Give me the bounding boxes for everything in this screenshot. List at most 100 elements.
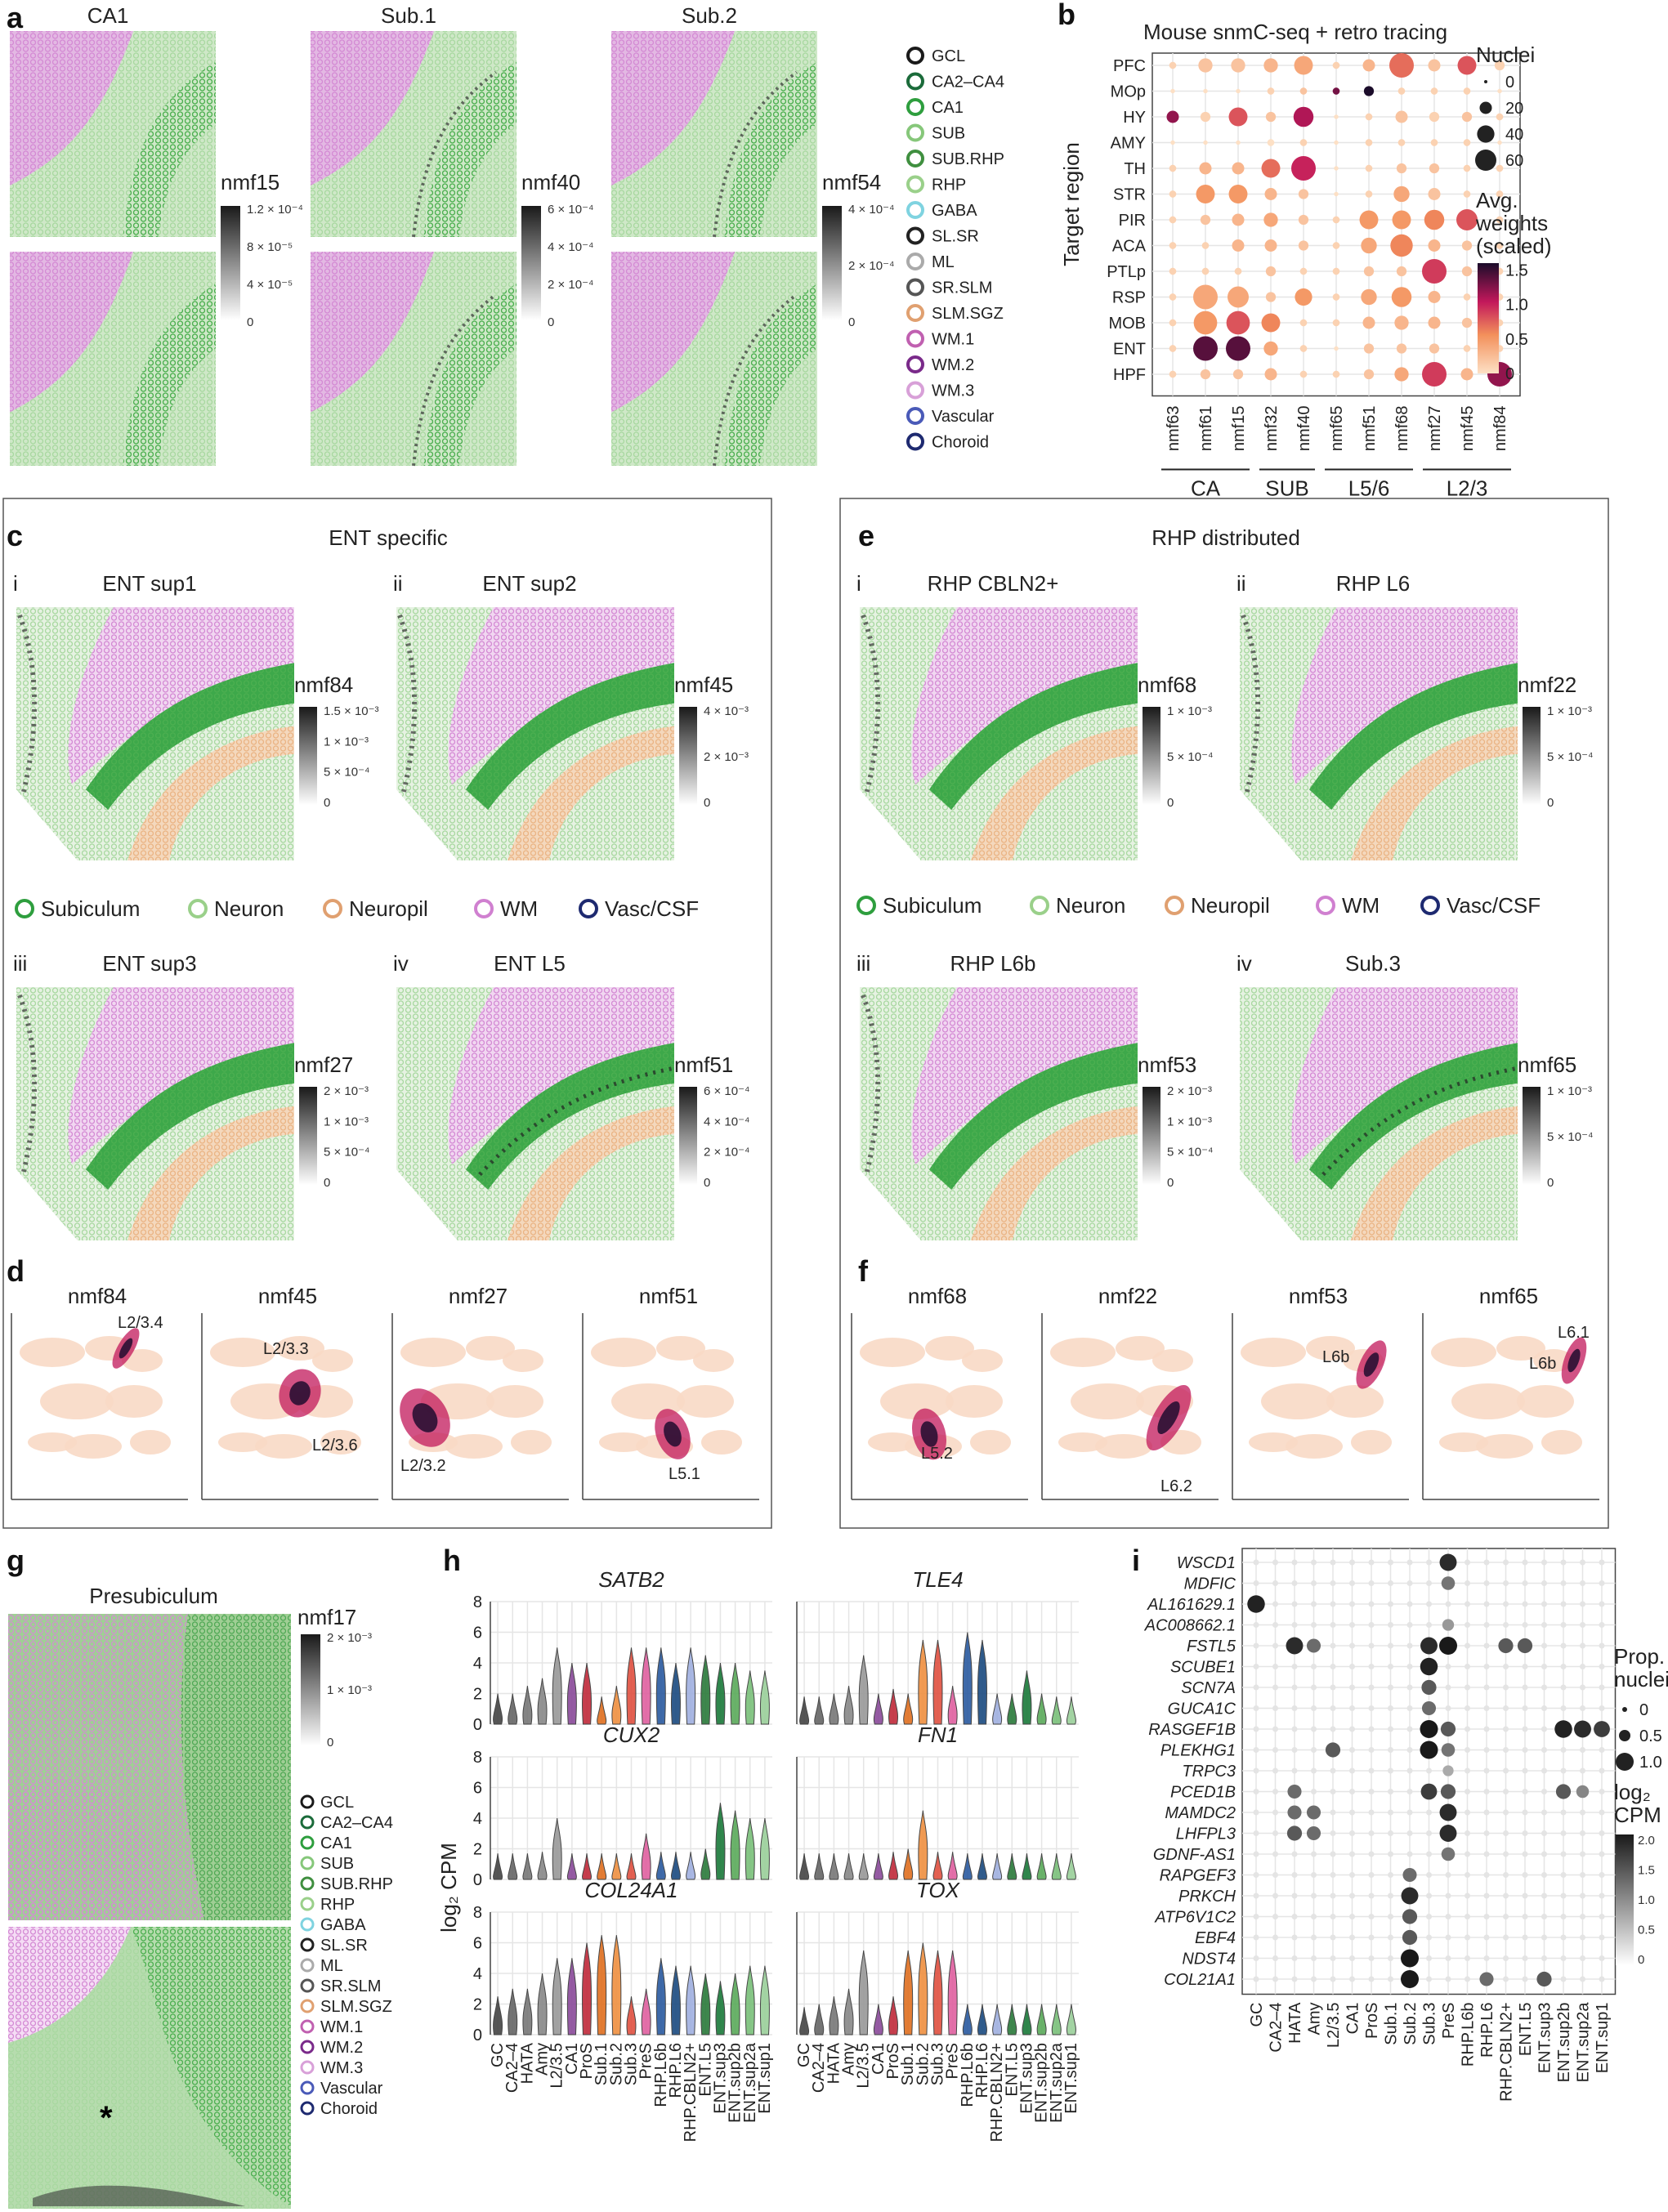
panel-i-dot	[1272, 1726, 1278, 1732]
panel-i-dot	[1541, 1767, 1547, 1774]
panel-i-cluster-label: ENT.sup3	[1536, 2003, 1554, 2074]
panel-b-dot	[1363, 343, 1375, 354]
panel-b-dot	[1463, 164, 1471, 172]
legend-item-label: GCL	[320, 1794, 354, 1812]
panel-i-colorbar-tick: 2.0	[1638, 1834, 1655, 1848]
panel-i-dot	[1599, 1664, 1605, 1669]
panel-i-gene-label: RASGEF1B	[1148, 1721, 1236, 1739]
panel-b-dot	[1365, 190, 1373, 198]
panel-h-violin	[730, 1973, 740, 2035]
panel-d-umap-cluster	[400, 1338, 466, 1367]
legend-swatch-icon	[906, 278, 924, 297]
panel-a-tissue-top	[10, 31, 216, 237]
legend-swatch-icon	[300, 2060, 315, 2075]
panel-i-dot	[1522, 1580, 1528, 1586]
panel-i-dot	[1445, 1872, 1451, 1878]
panel-b-dot	[1396, 266, 1407, 277]
panel-f-umap-cluster	[1451, 1383, 1525, 1419]
panel-f-umap-cluster	[1541, 1430, 1582, 1455]
panel-h-violin	[947, 1686, 958, 1725]
legend-swatch-icon	[300, 1917, 315, 1932]
panel-f-umap-title: nmf53	[1289, 1284, 1348, 1308]
panel-b-row-label: HPF	[1113, 366, 1146, 384]
panel-c-colorbar-tick: 0	[324, 796, 330, 810]
panel-i-dot	[1349, 1767, 1355, 1774]
panel-i-dot	[1580, 1934, 1585, 1941]
panel-h-violin	[1022, 2004, 1032, 2035]
panel-h-violin	[1036, 1853, 1047, 1880]
panel-i-dot	[1388, 1892, 1393, 1899]
panel-i-dot	[1599, 1934, 1605, 1941]
panel-i-dot	[1272, 1705, 1278, 1711]
panel-i-dot	[1465, 1747, 1470, 1753]
panel-i-dot	[1580, 1809, 1585, 1816]
panel-i-label: i	[1132, 1544, 1140, 1577]
panel-i-dot	[1311, 1747, 1317, 1753]
legend-item-label: Choroid	[320, 2100, 378, 2118]
panel-i-dot	[1483, 1747, 1490, 1753]
panel-h-violin	[1051, 2004, 1062, 2035]
panel-i-dot	[1465, 1767, 1470, 1774]
panel-i-gene-label: FSTL5	[1187, 1638, 1236, 1656]
panel-b-dot	[1226, 336, 1250, 361]
panel-i-dot	[1406, 1684, 1413, 1691]
panel-i-dot	[1388, 1664, 1393, 1669]
legend-item-label: SUB	[932, 125, 965, 143]
panel-b-colorbar-tick: 0	[1505, 365, 1514, 383]
panel-d-umap-title: nmf27	[449, 1284, 508, 1308]
panel-h-category-label: RHP.L6b	[652, 2043, 670, 2107]
panel-i-dot	[1599, 1622, 1605, 1628]
panel-g-tissue-top	[8, 1614, 291, 1920]
panel-h-violin	[829, 1996, 839, 2035]
panel-b-dot	[1294, 56, 1313, 75]
panel-f-umap-hotspot-core	[1157, 1401, 1180, 1434]
panel-c-colorbar-tick: 2 × 10⁻³	[324, 1084, 369, 1098]
panel-i-dot	[1406, 1642, 1413, 1649]
panel-e-colorbar-tick: 0	[1167, 796, 1174, 810]
panel-b-dot	[1390, 234, 1413, 257]
panel-c-subpanel-i: i ENT sup1 nmf84 1.5 × 10⁻³ 1 × 10⁻³ 5 × 10⁻⁴…	[13, 571, 379, 860]
panel-c-factor-label: nmf27	[294, 1052, 353, 1077]
panel-b-dot	[1332, 319, 1340, 327]
panel-h-violin	[582, 1662, 593, 1725]
panel-i-dot	[1465, 1914, 1470, 1919]
panel-i-dot	[1420, 1720, 1438, 1738]
panel-a-colorbar-tick: 1.2 × 10⁻⁴	[247, 203, 303, 217]
panel-i-dot	[1465, 1809, 1470, 1816]
panel-i-dot	[1306, 1805, 1321, 1820]
panel-i-dot	[1517, 1638, 1533, 1654]
panel-h-violin	[932, 1950, 943, 2035]
panel-h-violin	[843, 1988, 854, 2035]
panel-i-dot	[1330, 1872, 1336, 1878]
panel-i-dot	[1349, 1934, 1355, 1941]
panel-b-size-legend-label: 0	[1505, 74, 1514, 92]
panel-d-umap-cluster	[511, 1430, 552, 1455]
panel-h-ytick: 4	[473, 1965, 482, 1983]
panel-i-dot	[1426, 1892, 1432, 1899]
panel-i-dot	[1439, 1637, 1457, 1655]
panel-i-dot	[1445, 1976, 1451, 1982]
panel-b-dot	[1428, 291, 1441, 303]
panel-h-violin	[655, 1958, 666, 2035]
legend-item-label: SLM.SGZ	[320, 1998, 392, 2016]
panel-b-dot	[1200, 369, 1211, 380]
panel-d-umap-annotation: L2/3.4	[118, 1314, 163, 1332]
panel-f-umap-cluster	[970, 1430, 1011, 1455]
panel-i-dot	[1330, 1726, 1336, 1732]
panel-i-dot	[1541, 1747, 1547, 1753]
panel-i-gene-label: PRKCH	[1178, 1888, 1236, 1906]
legend-item-label: Vascular	[320, 2080, 383, 2098]
panel-i-dot	[1388, 1976, 1393, 1982]
panel-b-dot	[1193, 284, 1218, 310]
panel-i-dot	[1541, 1934, 1547, 1941]
legend-swatch-icon	[906, 72, 924, 91]
panel-b-col-label: nmf84	[1491, 406, 1509, 452]
panel-i-dot	[1445, 1892, 1451, 1899]
panel-b-dot	[1201, 242, 1210, 249]
panel-i-dot	[1503, 1789, 1509, 1794]
panel-d-umap-hotspot-core	[119, 1338, 133, 1359]
panel-i-dot	[1599, 1914, 1605, 1919]
panel-i-cluster-label: Sub.2	[1402, 2003, 1420, 2045]
panel-b-dot	[1461, 317, 1473, 328]
legend-swatch-icon	[300, 1897, 315, 1911]
